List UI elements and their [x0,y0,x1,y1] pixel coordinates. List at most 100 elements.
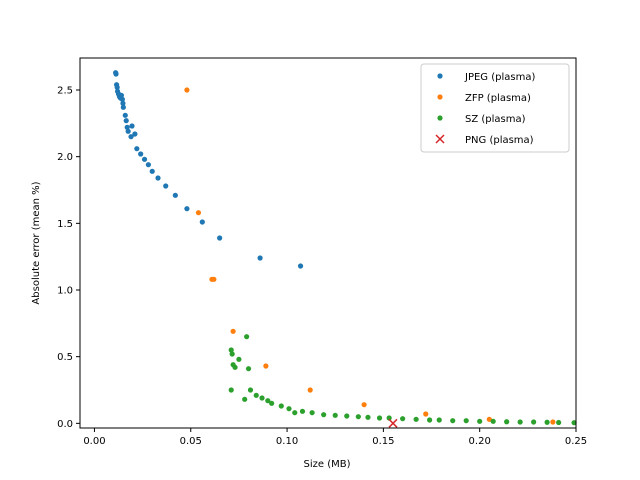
jpeg-plasma-point [138,151,144,157]
sz-plasma-point [269,400,275,406]
sz-plasma-point [321,412,327,418]
zfp-plasma-point [307,387,313,393]
sz-plasma-point [229,351,235,357]
legend-marker [437,73,443,79]
axes-frame [79,57,577,429]
png-plasma-point [388,418,398,428]
sz-plasma-point [355,414,361,420]
legend-box [420,63,570,153]
sz-plasma-point [232,364,238,370]
zfp-plasma-point [423,411,429,417]
y-axis: 0.0 0.5 1.0 1.5 2.0 2.5 [57,86,80,430]
legend-marker [435,134,445,144]
zfp-plasma-point [230,328,236,334]
sz-plasma-point [344,413,350,419]
sz-plasma-point [436,417,442,423]
jpeg-plasma-point [124,124,130,130]
legend: JPEG (plasma) ZFP (plasma) SZ (plasma) PNG … [420,63,570,153]
jpeg-plasma-point [129,123,135,129]
sz-plasma-point [244,334,250,340]
legend-label: SZ (plasma) [465,114,526,125]
jpeg-plasma-point [118,92,125,98]
sz-plasma-point [463,418,469,424]
sz-plasma-point [286,406,292,412]
jpeg-plasma-point [217,235,223,241]
y-tick-label: 0.5 [57,352,73,363]
sz-plasma-point [531,419,537,425]
sz-plasma-point [490,418,496,424]
sz-plasma-point [247,387,254,393]
x-tick-label: 0.20 [469,436,491,447]
zfp-plasma-point [361,402,367,408]
legend-label: JPEG (plasma) [464,72,535,83]
jpeg-plasma-point [113,71,119,77]
sz-plasma-point [299,408,306,414]
sz-plasma-point [309,410,315,416]
x-axis: 0.00 0.05 0.10 0.15 0.20 0.25 [83,428,587,447]
x-tick-label: 0.00 [83,436,105,447]
jpeg-plasma-point [122,112,128,118]
y-tick-label: 2.0 [57,152,73,163]
jpeg-plasma-point [257,255,263,261]
plot-area [113,70,577,428]
x-tick-label: 0.25 [565,436,587,447]
zfp-plasma-point [486,416,492,422]
jpeg-plasma-point [132,131,138,137]
sz-plasma-point [278,403,284,409]
sz-plasma-point [400,416,406,422]
sz-plasma-point [365,414,371,420]
sz-plasma-point [245,366,252,372]
sz-plasma-point [517,419,523,425]
sz-plasma-point [544,419,550,425]
jpeg-plasma-point [145,162,151,168]
jpeg-plasma-point [120,100,126,106]
sz-plasma-point [292,410,298,416]
zfp-plasma-point [184,87,190,93]
sz-plasma-point [504,419,510,425]
jpeg-plasma-point [172,192,178,198]
legend-marker [437,94,443,100]
sz-plasma-point [259,395,265,401]
sz-plasma-point [427,417,433,423]
x-axis-label: Size (MB) [304,459,351,470]
y-tick-label: 1.5 [57,219,73,230]
jpeg-plasma-point [114,84,120,90]
jpeg-plasma-point [163,183,169,189]
y-tick-label: 2.5 [57,86,73,97]
zfp-plasma-point [263,363,269,369]
jpeg-plasma-point [141,156,148,162]
jpeg-plasma-point [297,263,304,269]
sz-plasma-point [477,418,483,424]
jpeg-plasma-point [155,175,161,181]
y-tick-label: 1.0 [57,286,73,297]
sz-plasma-point [413,416,419,422]
sz-plasma-point [376,415,383,421]
sz-plasma-point [242,396,248,402]
zfp-plasma-point [550,419,556,425]
jpeg-plasma-point [123,118,129,124]
sz-plasma-point [571,420,577,426]
x-tick-label: 0.15 [372,436,394,447]
jpeg-plasma-point [199,219,205,225]
sz-plasma-point [265,398,271,404]
jpeg-plasma-point [125,128,131,134]
legend-label: PNG (plasma) [465,135,534,146]
y-tick-label: 0.0 [57,419,73,430]
y-axis-label: Absolute error (mean %) [31,181,42,304]
x-tick-label: 0.10 [276,436,298,447]
sz-plasma-point [450,418,456,424]
jpeg-plasma-point [120,104,126,110]
sz-plasma-point [228,387,234,393]
zfp-plasma-point [195,210,202,216]
jpeg-plasma-point [128,134,134,140]
sz-plasma-point [556,419,562,426]
jpeg-plasma-point [184,206,190,212]
legend-label: ZFP (plasma) [465,93,531,104]
jpeg-plasma-point [119,96,125,102]
sz-plasma-point [332,412,338,418]
jpeg-plasma-point [149,168,155,174]
legend-marker [437,115,443,121]
zfp-plasma-point [211,276,217,282]
sz-plasma-point [386,415,392,421]
